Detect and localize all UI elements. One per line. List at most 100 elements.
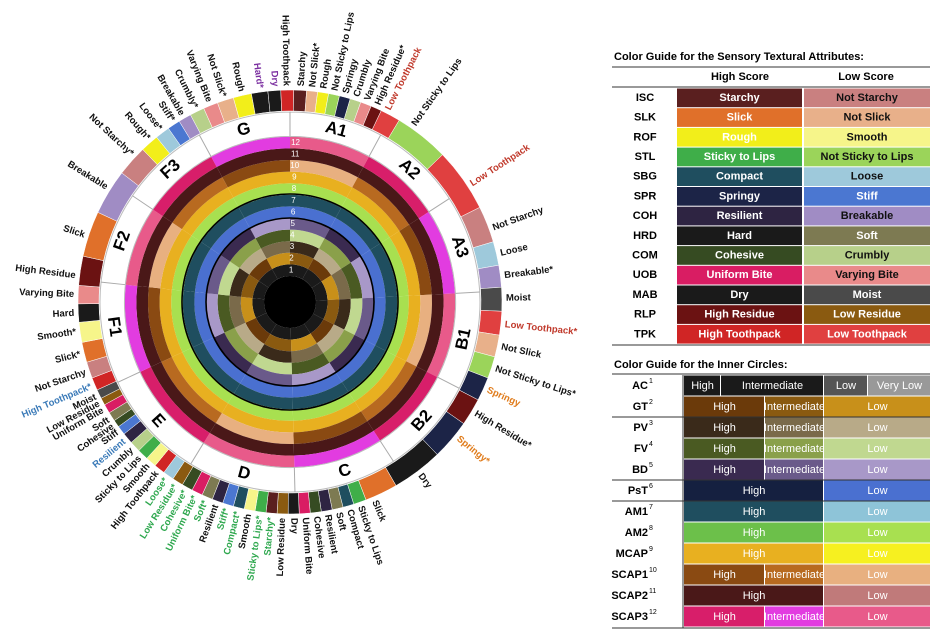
- color-cell: [684, 417, 764, 438]
- column-header: High Score: [711, 71, 769, 83]
- cell-text: Very Low: [877, 380, 922, 392]
- ring-segment: [148, 287, 172, 363]
- ring-segment: [246, 363, 293, 386]
- row-code: HRD: [633, 230, 657, 242]
- ring-segment: [159, 288, 183, 358]
- attribute-label: High Residue: [15, 263, 77, 281]
- attribute-label: Breakable: [65, 159, 109, 192]
- color-cell: [804, 226, 930, 246]
- column-header: Low Score: [838, 71, 894, 83]
- attribute-label: Loose: [499, 242, 529, 259]
- row-note: 10: [649, 567, 657, 574]
- ring-segment: [375, 296, 398, 351]
- cell-text: Sticky to Lips: [704, 151, 776, 163]
- ring-segment: [311, 281, 328, 301]
- ring-segment: [150, 362, 216, 433]
- row-code: UOB: [633, 269, 658, 281]
- color-cell: [677, 305, 802, 324]
- ring-segment: [290, 194, 342, 218]
- ring-segment: [294, 430, 380, 468]
- cell-text: Intermediate: [764, 401, 825, 413]
- row-note: 8: [649, 525, 653, 532]
- attribute-block: [287, 492, 300, 515]
- cell-text: Low: [867, 548, 887, 560]
- ring-segment: [260, 241, 290, 259]
- cell-text: High: [713, 422, 736, 434]
- sector-divider: [455, 291, 480, 294]
- attribute-label: Rough: [318, 58, 334, 90]
- cell-text: Low: [867, 401, 887, 413]
- color-cell: [684, 375, 720, 396]
- row-note: 4: [649, 441, 653, 448]
- attribute-label: Hard*: [251, 62, 265, 89]
- attribute-label: Not Slick*: [307, 42, 323, 88]
- color-cell: [677, 206, 802, 226]
- ring-number: 10: [290, 161, 299, 170]
- cell-text: Rough: [722, 131, 757, 143]
- sector-divider: [428, 198, 450, 213]
- row-code: TPK: [634, 328, 656, 340]
- attribute-label: Rough: [229, 61, 247, 93]
- row-code: RLP: [634, 309, 656, 321]
- sector-letter: G: [235, 118, 253, 140]
- ring-segment: [227, 171, 290, 198]
- attribute-block: [82, 212, 118, 261]
- cell-text: High: [743, 506, 766, 518]
- ring-outline: [181, 193, 399, 411]
- color-cell: [765, 564, 823, 585]
- ring-segment: [367, 366, 427, 431]
- color-cell: [684, 480, 823, 501]
- attribute-label: Springy: [485, 385, 522, 410]
- ring-segment: [321, 275, 340, 301]
- row-code: SCAP1: [611, 569, 648, 581]
- attribute-block: [293, 89, 307, 112]
- ring-segment: [293, 411, 368, 444]
- color-cell: [804, 265, 930, 285]
- ring-segment: [161, 357, 222, 424]
- attribute-label: Hard: [52, 308, 74, 320]
- color-cell: [804, 324, 930, 344]
- table-title: Color Guide for the Inner Circles:: [614, 359, 788, 371]
- row-code: ISC: [636, 92, 654, 104]
- ring-outline: [205, 217, 375, 387]
- ring-segment: [229, 295, 246, 328]
- ring-segment: [234, 322, 265, 354]
- cell-text: High: [713, 611, 736, 623]
- row-code: MCAP: [616, 548, 648, 560]
- ring-segment: [341, 197, 390, 244]
- sector-divider: [190, 442, 204, 465]
- ring-segment: [389, 230, 421, 296]
- cell-text: High: [713, 443, 736, 455]
- table-title: Color Guide for the Sensory Textural Att…: [614, 51, 864, 63]
- cell-text: Low: [867, 611, 887, 623]
- ring-segment: [211, 136, 290, 168]
- ring-segment: [252, 353, 292, 375]
- ring-segment: [291, 362, 336, 386]
- color-cell: [677, 226, 802, 246]
- ring-segment: [361, 361, 417, 422]
- attribute-label: Slick: [62, 223, 87, 241]
- attribute-block: [77, 303, 101, 323]
- color-cell: [677, 265, 802, 285]
- cell-text: High: [691, 380, 714, 392]
- sector-letter: A1: [323, 117, 349, 141]
- cell-text: Varying Bite: [835, 269, 899, 281]
- row-code: COH: [633, 210, 658, 222]
- color-cell: [677, 108, 802, 127]
- ring-segment: [264, 334, 292, 352]
- cell-text: Not Slick: [843, 112, 891, 124]
- ring-segment: [124, 284, 151, 372]
- ring-segment: [252, 280, 269, 300]
- color-cell: [804, 187, 930, 206]
- ring-segment: [233, 383, 293, 410]
- cell-text: Low: [867, 569, 887, 581]
- cell-text: High: [713, 464, 736, 476]
- ring-segment: [153, 156, 217, 217]
- row-code: SPR: [634, 190, 657, 202]
- ring-segment: [171, 235, 202, 291]
- ring-segment: [344, 298, 363, 335]
- attribute-block: [77, 285, 100, 305]
- ring-segment: [290, 171, 353, 198]
- color-cell: [684, 501, 823, 522]
- ring-segment: [160, 229, 192, 290]
